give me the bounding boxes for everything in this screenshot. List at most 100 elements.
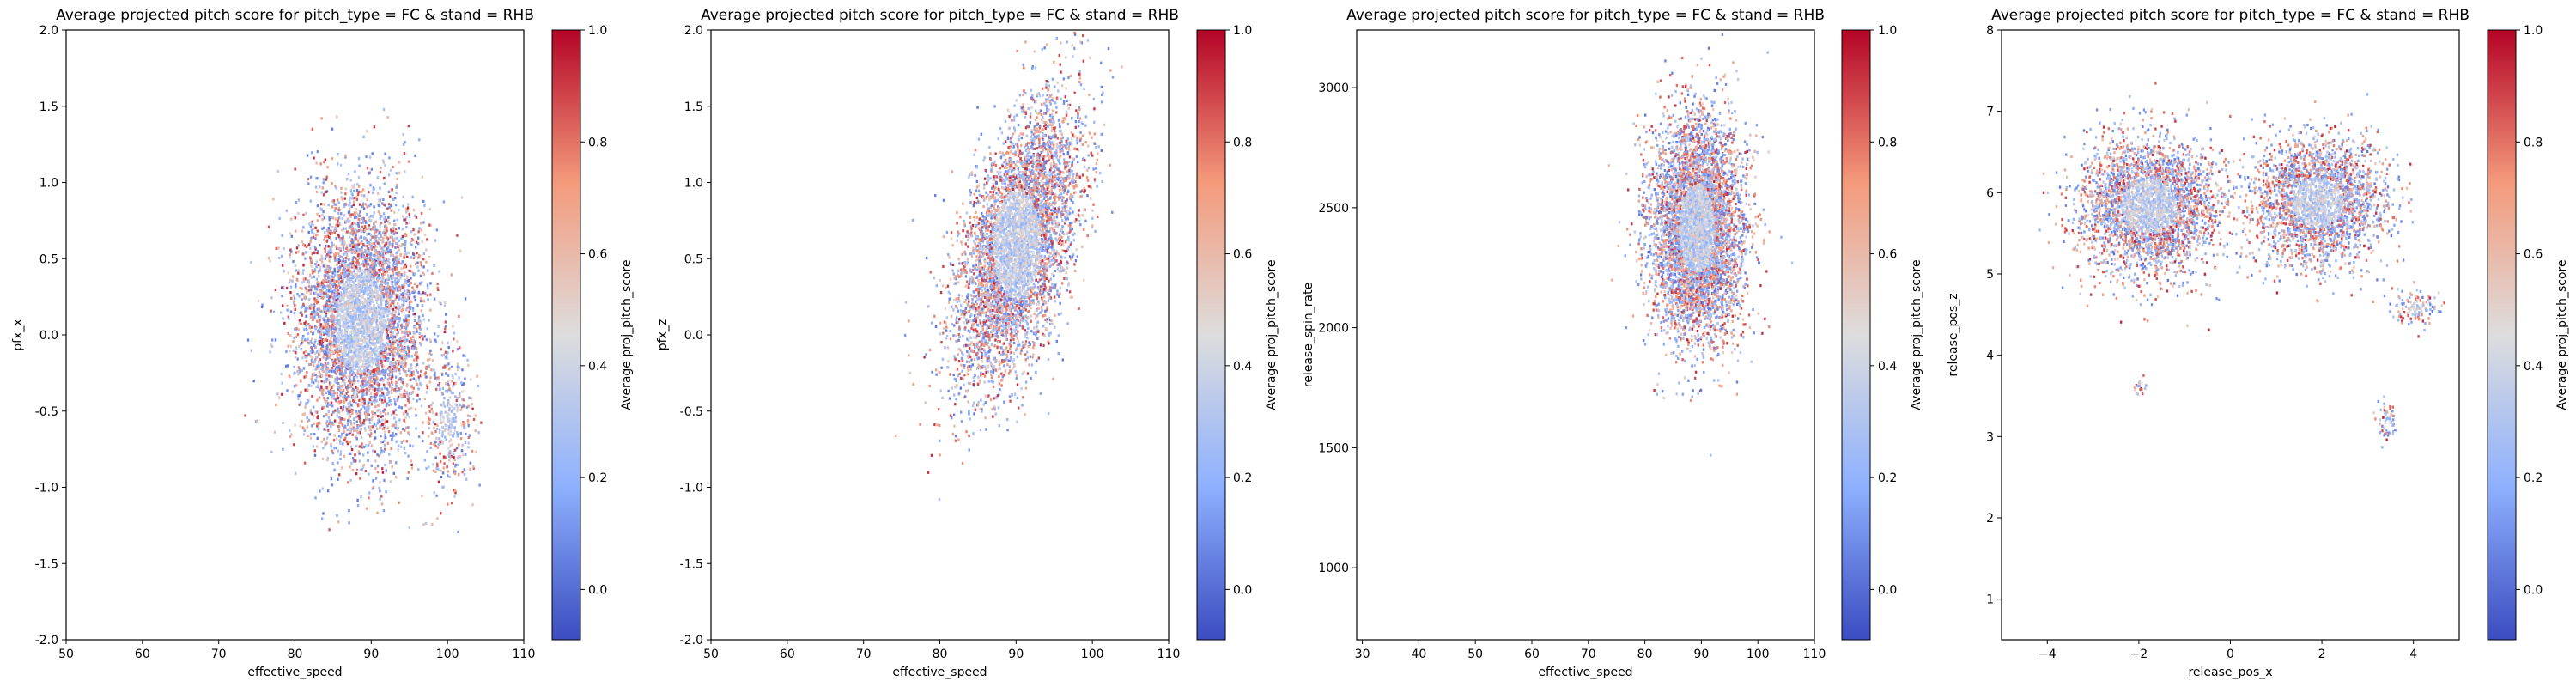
heatmap-cell bbox=[297, 271, 300, 275]
heatmap-cell bbox=[294, 216, 296, 220]
heatmap-cell bbox=[348, 235, 351, 239]
heatmap-cell bbox=[364, 289, 367, 293]
heatmap-cell bbox=[392, 341, 395, 344]
heatmap-cell bbox=[355, 337, 358, 341]
heatmap-cell bbox=[337, 306, 339, 309]
heatmap-cell bbox=[321, 309, 324, 313]
heatmap-cell bbox=[381, 440, 385, 444]
heatmap-cell bbox=[379, 288, 381, 291]
heatmap-cell bbox=[331, 423, 335, 426]
heatmap-cell bbox=[302, 351, 306, 355]
heatmap-cell bbox=[270, 450, 273, 453]
heatmap-cell bbox=[307, 182, 310, 185]
heatmap-cell bbox=[322, 369, 325, 374]
heatmap-cell bbox=[374, 397, 376, 400]
heatmap-cell bbox=[364, 322, 368, 325]
heatmap-cell bbox=[367, 359, 369, 362]
heatmap-cell bbox=[410, 277, 412, 280]
heatmap-cell bbox=[335, 306, 337, 309]
heatmap-cell bbox=[316, 367, 319, 370]
heatmap-cell bbox=[325, 378, 328, 381]
heatmap-cell bbox=[336, 337, 338, 340]
heatmap-cell bbox=[380, 282, 383, 285]
heatmap-cell bbox=[386, 324, 389, 328]
heatmap-cell bbox=[347, 402, 349, 406]
heatmap-cell bbox=[354, 337, 356, 340]
heatmap-cell bbox=[415, 414, 417, 417]
heatmap-cell bbox=[375, 295, 379, 298]
heatmap-cell bbox=[378, 311, 381, 314]
heatmap-cell bbox=[384, 447, 386, 451]
heatmap-cell bbox=[360, 435, 363, 439]
heatmap-cell bbox=[371, 227, 374, 230]
heatmap-cell bbox=[346, 411, 349, 415]
heatmap-cell bbox=[295, 285, 297, 289]
heatmap-cell bbox=[301, 240, 304, 244]
heatmap-cell bbox=[338, 222, 341, 225]
heatmap-cell bbox=[370, 264, 373, 268]
heatmap-cell bbox=[328, 216, 331, 220]
heatmap-cell bbox=[354, 251, 357, 254]
heatmap-cell bbox=[288, 317, 290, 320]
heatmap-cell bbox=[379, 341, 381, 344]
heatmap-cell bbox=[384, 397, 386, 400]
heatmap-cell bbox=[355, 188, 359, 192]
heatmap-cell bbox=[335, 372, 337, 375]
heatmap-cell bbox=[318, 330, 321, 333]
heatmap-cell bbox=[410, 378, 413, 381]
heatmap-cell bbox=[384, 435, 387, 440]
heatmap-cell bbox=[394, 298, 397, 301]
heatmap-cell bbox=[284, 364, 288, 368]
heatmap-cell bbox=[278, 256, 281, 260]
heatmap-cell bbox=[403, 357, 405, 361]
heatmap-cell bbox=[405, 352, 409, 356]
heatmap-cell bbox=[398, 260, 401, 264]
heatmap-cell bbox=[319, 207, 322, 210]
heatmap-cell bbox=[345, 219, 348, 223]
heatmap-cell bbox=[413, 313, 416, 316]
heatmap-cell bbox=[327, 249, 331, 252]
heatmap-cell bbox=[398, 287, 401, 291]
heatmap-cell bbox=[332, 330, 336, 333]
heatmap-cell bbox=[363, 303, 367, 307]
heatmap-cell bbox=[354, 374, 356, 377]
heatmap-cell bbox=[406, 289, 409, 293]
heatmap-cell bbox=[345, 301, 348, 305]
heatmap-cell bbox=[417, 375, 420, 379]
heatmap-cell bbox=[325, 386, 328, 390]
heatmap-cell bbox=[333, 291, 336, 295]
heatmap-cell bbox=[380, 435, 382, 438]
heatmap-cell bbox=[414, 315, 416, 319]
heatmap-cell bbox=[368, 362, 371, 365]
heatmap-cell bbox=[394, 408, 397, 412]
heatmap-cell bbox=[376, 328, 379, 331]
heatmap-cell bbox=[389, 312, 392, 315]
heatmap-cell bbox=[363, 379, 366, 383]
heatmap-cell bbox=[313, 432, 316, 436]
heatmap-cell bbox=[369, 309, 372, 313]
heatmap-cell bbox=[361, 343, 363, 346]
heatmap-cell bbox=[404, 170, 406, 173]
heatmap-cell bbox=[292, 300, 295, 303]
heatmap-cell bbox=[390, 318, 392, 321]
heatmap-cell bbox=[392, 300, 395, 303]
heatmap-cell bbox=[374, 378, 376, 381]
heatmap-cell bbox=[313, 284, 316, 288]
heatmap-cell bbox=[410, 355, 414, 358]
heatmap-cell bbox=[383, 478, 386, 482]
heatmap-cell bbox=[325, 314, 327, 318]
heatmap-cell bbox=[328, 403, 331, 407]
heatmap-cell bbox=[325, 413, 328, 416]
heatmap-cell bbox=[420, 228, 423, 232]
heatmap-cell bbox=[357, 222, 360, 226]
heatmap-cell bbox=[294, 264, 297, 267]
heatmap-cell bbox=[391, 424, 393, 428]
heatmap-cell bbox=[380, 447, 382, 451]
heatmap-cell bbox=[357, 430, 361, 434]
heatmap-cell bbox=[297, 198, 301, 202]
heatmap-cell bbox=[332, 199, 336, 203]
heatmap-cell bbox=[379, 398, 381, 402]
heatmap-cell bbox=[377, 232, 380, 235]
heatmap-cell bbox=[311, 360, 313, 363]
heatmap-cell bbox=[396, 427, 398, 430]
